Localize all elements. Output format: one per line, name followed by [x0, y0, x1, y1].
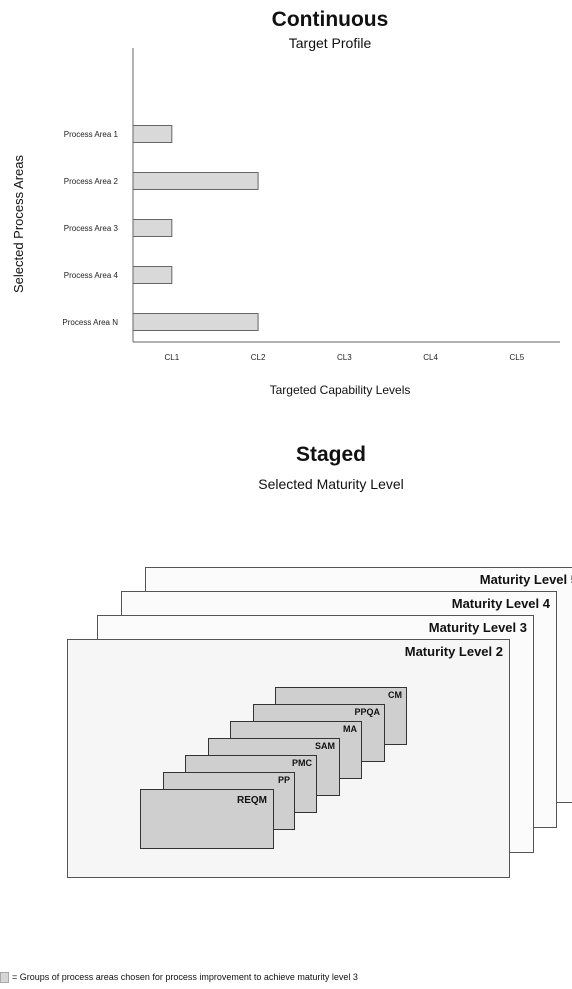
category-label-2: Process Area 2: [64, 177, 119, 186]
process-area-reqm: REQM: [140, 789, 274, 849]
process-area-reqm-label: REQM: [237, 795, 267, 806]
bar-3: [132, 219, 173, 237]
x-tick-cl2: CL2: [251, 353, 266, 362]
target-profile-chart: Process Area 1 Process Area 2 Process Area…: [11, 48, 560, 397]
bar-4: [132, 266, 173, 284]
bar-5: [132, 313, 259, 331]
staged-title: Staged: [295, 443, 366, 466]
legend: = Groups of process areas chosen for pro…: [0, 972, 358, 984]
maturity-level-5-label: Maturity Level 5: [479, 572, 572, 587]
bar-2: [132, 172, 259, 190]
category-label-5: Process Area N: [62, 318, 118, 327]
y-axis-title: Selected Process Areas: [11, 154, 26, 293]
process-area-pmc-label: PMC: [292, 758, 312, 768]
bar-1: [132, 125, 173, 143]
category-label-1: Process Area 1: [64, 130, 119, 139]
x-tick-cl4: CL4: [423, 353, 438, 362]
maturity-level-2-label: Maturity Level 2: [404, 644, 503, 659]
process-area-ma-label: MA: [343, 724, 357, 734]
x-tick-cl3: CL3: [337, 353, 352, 362]
process-area-ppqa-label: PPQA: [354, 707, 380, 717]
x-axis-title: Targeted Capability Levels: [270, 383, 411, 397]
category-label-4: Process Area 4: [64, 271, 119, 280]
x-tick-cl5: CL5: [510, 353, 525, 362]
staged-subtitle: Selected Maturity Level: [258, 476, 404, 492]
x-tick-cl1: CL1: [164, 353, 179, 362]
continuous-title: Continuous: [271, 8, 389, 31]
category-label-3: Process Area 3: [64, 224, 119, 233]
process-area-cm-label: CM: [388, 690, 402, 700]
legend-text: = Groups of process areas chosen for pro…: [12, 972, 358, 982]
maturity-level-4-label: Maturity Level 4: [451, 596, 550, 611]
maturity-level-3-label: Maturity Level 3: [428, 620, 527, 635]
process-area-pp-label: PP: [277, 775, 290, 785]
process-area-sam-label: SAM: [315, 741, 335, 751]
legend-swatch: [0, 972, 9, 984]
continuous-subtitle: Target Profile: [288, 35, 372, 51]
